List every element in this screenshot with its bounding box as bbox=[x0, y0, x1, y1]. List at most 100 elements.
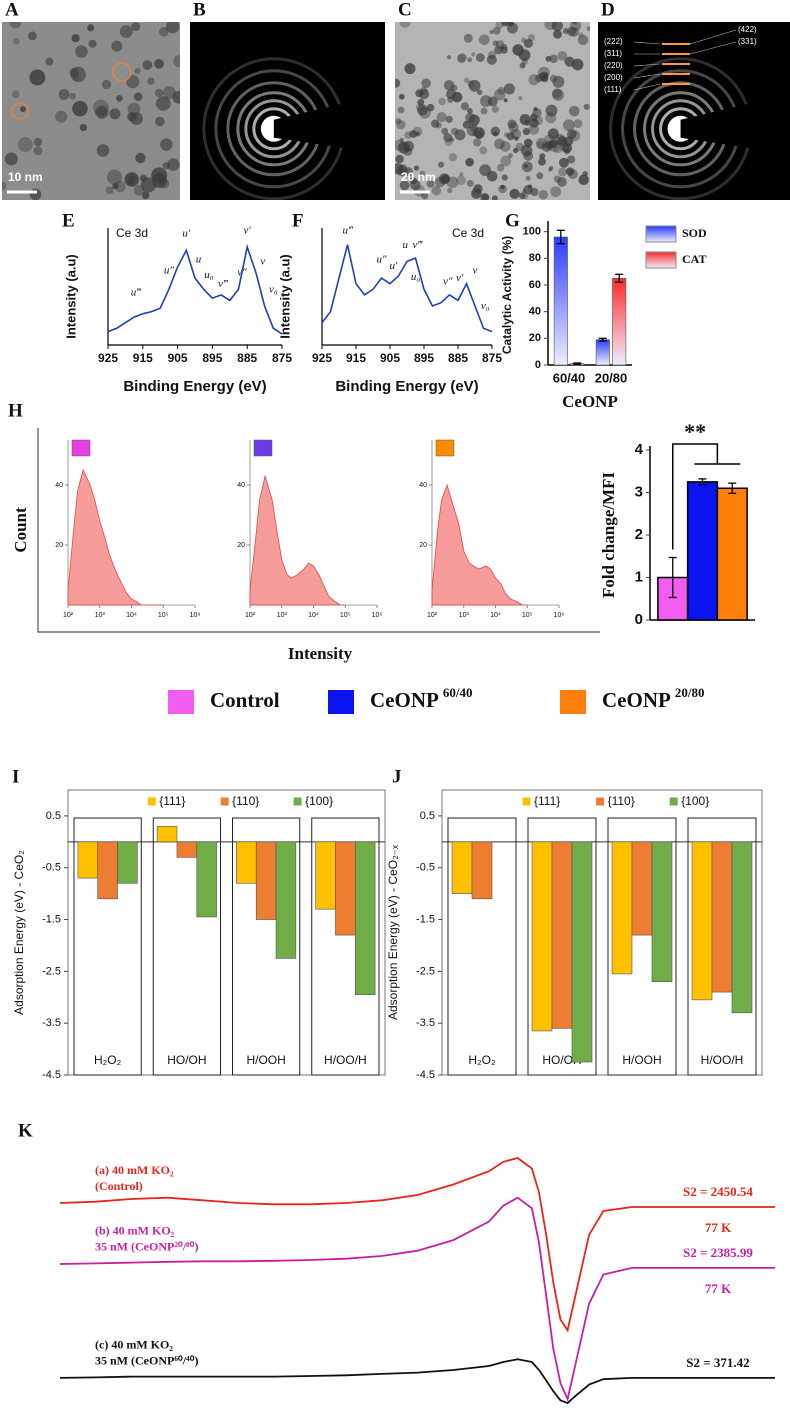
ring-pointer bbox=[633, 73, 661, 79]
chart-title: Ce 3d bbox=[116, 226, 148, 240]
particle bbox=[518, 49, 531, 61]
particle bbox=[437, 161, 445, 168]
particle bbox=[512, 147, 519, 154]
particle bbox=[559, 141, 570, 152]
particle bbox=[154, 58, 164, 69]
particle bbox=[79, 123, 88, 132]
x-tick-label: 10³ bbox=[459, 612, 470, 619]
legend-swatch bbox=[328, 690, 354, 714]
y-axis-label: Count bbox=[11, 507, 30, 553]
particle bbox=[141, 191, 150, 200]
particle bbox=[443, 80, 455, 91]
x-tick-label: 10² bbox=[427, 612, 438, 619]
particle bbox=[519, 114, 531, 125]
x-tick-label: 10² bbox=[245, 612, 256, 619]
histogram-area bbox=[249, 474, 346, 606]
particle bbox=[441, 127, 449, 135]
particle bbox=[538, 189, 549, 200]
particle bbox=[20, 106, 27, 113]
panel-label: D bbox=[601, 0, 615, 20]
y-tick-label: 4 bbox=[635, 441, 644, 458]
particle bbox=[518, 95, 523, 101]
particle bbox=[443, 133, 453, 143]
particle bbox=[29, 69, 46, 86]
panel-label: C bbox=[398, 0, 412, 20]
particle bbox=[552, 89, 565, 102]
legend-label: {110} bbox=[608, 794, 635, 808]
chart-title: Ce 3d bbox=[452, 226, 484, 240]
particle bbox=[492, 40, 499, 47]
category-frame bbox=[687, 817, 757, 1076]
particle bbox=[101, 79, 112, 90]
peak-label: v bbox=[260, 256, 265, 268]
particle bbox=[55, 110, 68, 123]
y-tick-label: 20 bbox=[529, 332, 541, 344]
particle bbox=[466, 107, 473, 114]
category-frame bbox=[527, 817, 597, 1076]
particle bbox=[572, 22, 578, 25]
bar bbox=[711, 841, 733, 993]
y-tick-label: -2.5 bbox=[42, 965, 61, 977]
legend-swatch bbox=[168, 690, 194, 714]
particle bbox=[96, 144, 110, 157]
particle bbox=[582, 171, 588, 177]
x-tick-label: 10⁵ bbox=[340, 612, 351, 619]
particle bbox=[413, 165, 420, 171]
legend-name: CeONP bbox=[370, 688, 439, 712]
bar bbox=[97, 841, 118, 900]
particle bbox=[493, 131, 499, 137]
category-label: HO/OH bbox=[167, 1053, 206, 1067]
particle bbox=[17, 136, 33, 152]
particle bbox=[507, 153, 513, 159]
particle bbox=[446, 55, 452, 60]
particle bbox=[552, 88, 563, 99]
x-tick-label: 10⁶ bbox=[190, 612, 201, 619]
y-axis-label: Adsorption Energy (eV) - CeO₂ bbox=[12, 850, 26, 1015]
particle bbox=[523, 150, 534, 161]
peak-label: u₀ bbox=[411, 271, 421, 283]
micrograph bbox=[598, 22, 790, 200]
spectrum-temperature: 77 K bbox=[705, 1281, 732, 1296]
y-tick-label: -1.5 bbox=[416, 913, 435, 925]
particle bbox=[515, 142, 525, 152]
particle bbox=[58, 88, 70, 100]
particle bbox=[479, 164, 492, 177]
ring-pointer bbox=[633, 41, 661, 45]
particle bbox=[549, 165, 554, 171]
particle bbox=[578, 174, 589, 186]
particle bbox=[533, 107, 538, 112]
particle bbox=[404, 131, 412, 139]
particle bbox=[549, 54, 558, 64]
particle bbox=[167, 158, 180, 171]
x-tick-label: 915 bbox=[346, 351, 366, 365]
particle bbox=[463, 33, 473, 43]
particle bbox=[395, 118, 402, 125]
histogram-area bbox=[67, 468, 164, 606]
particle bbox=[396, 120, 406, 130]
particle bbox=[501, 174, 508, 181]
category-frame bbox=[607, 817, 677, 1076]
particle bbox=[140, 177, 157, 193]
peak-label: v′ bbox=[244, 224, 252, 236]
particle bbox=[29, 188, 42, 200]
panel-label: A bbox=[5, 0, 19, 20]
y-axis-label: Intensity (a.u) bbox=[277, 254, 292, 339]
particle bbox=[126, 75, 140, 89]
particle bbox=[468, 114, 480, 126]
particle bbox=[419, 170, 426, 177]
category-label: H/OOH bbox=[622, 1053, 661, 1067]
ring-pointer bbox=[689, 41, 737, 55]
y-axis-label: Fold change/MFI bbox=[599, 472, 618, 598]
particle bbox=[105, 186, 114, 195]
spectrum-area: S2 = 2385.99 bbox=[683, 1245, 753, 1260]
particle bbox=[45, 57, 54, 66]
particle bbox=[491, 105, 499, 113]
particle bbox=[569, 130, 581, 142]
particle bbox=[557, 50, 568, 61]
particle bbox=[523, 38, 533, 48]
x-tick-label: 10⁵ bbox=[158, 612, 169, 619]
particle bbox=[529, 118, 539, 128]
bar bbox=[471, 841, 493, 900]
particle bbox=[567, 155, 576, 164]
spectrum-area: S2 = 2450.54 bbox=[683, 1184, 753, 1199]
